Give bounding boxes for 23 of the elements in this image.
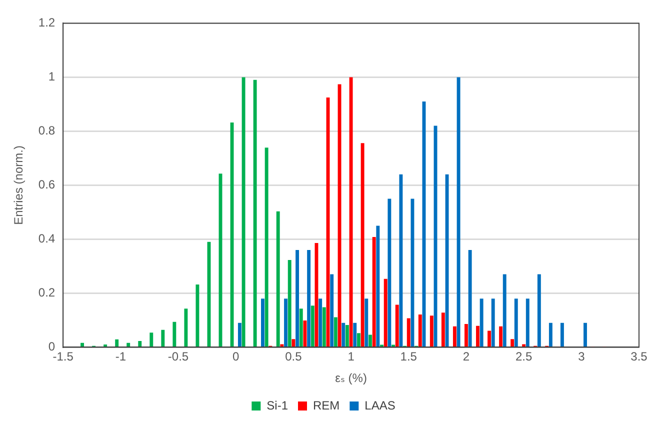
x-tick-label: -1 <box>115 350 126 364</box>
y-tick-label: 0.8 <box>38 124 56 138</box>
y-tick-label: 0.4 <box>38 232 56 246</box>
x-tick-label: 3.5 <box>630 350 648 364</box>
x-tick-label: 2 <box>462 350 470 364</box>
legend-label: REM <box>312 398 340 412</box>
y-tick-label: 1 <box>48 70 56 84</box>
x-tick-label: -0.5 <box>168 350 189 364</box>
x-axis-title: εₛ (%) <box>335 371 367 386</box>
y-tick-label: 1.2 <box>38 16 56 30</box>
y-tick-label: 0.2 <box>38 286 56 300</box>
x-tick-label: 1.5 <box>400 350 418 364</box>
x-tick-label: 0 <box>232 350 240 364</box>
x-tick-label: 1 <box>348 350 355 364</box>
x-tick-label: 3 <box>578 350 586 364</box>
legend-label: Si-1 <box>266 398 288 412</box>
y-tick-label: 0.6 <box>38 178 56 192</box>
x-tick-label: 0.5 <box>285 350 302 364</box>
x-tick-label: -1.5 <box>52 350 74 364</box>
x-tick-label: 2.5 <box>515 350 532 364</box>
y-tick-label: 0 <box>48 340 56 354</box>
legend-label: LAAS <box>364 398 396 412</box>
y-axis-title: Entries (norm.) <box>12 146 26 225</box>
